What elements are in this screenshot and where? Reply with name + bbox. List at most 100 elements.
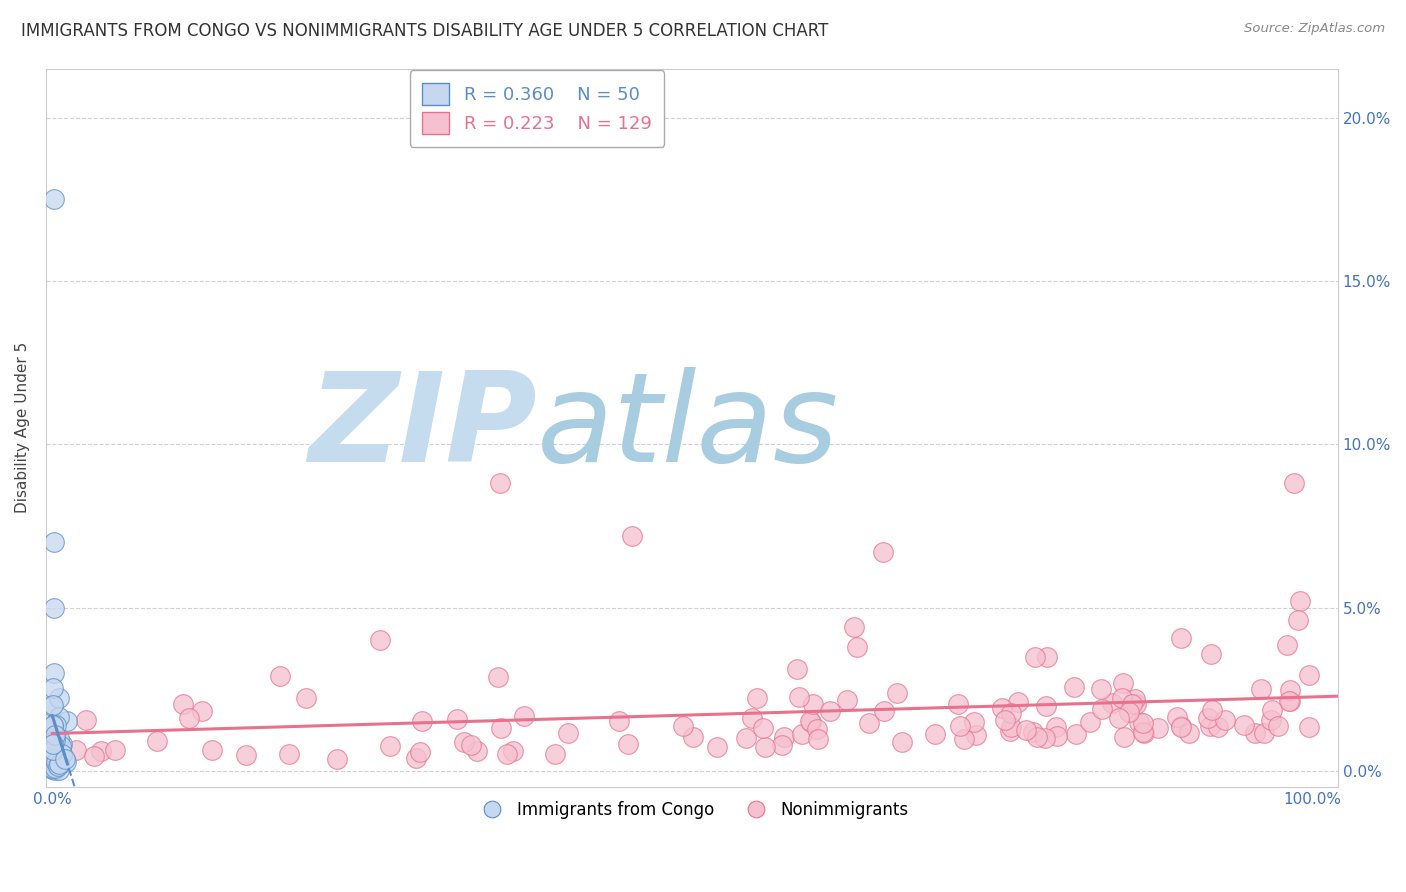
Point	[41, 719, 63, 733]
Point	[146, 733, 169, 747]
Point	[44, 761, 66, 775]
Point	[42, 743, 65, 757]
Point	[44, 756, 66, 771]
Point	[1147, 721, 1170, 735]
Point	[544, 747, 567, 761]
Point	[44, 733, 66, 747]
Point	[465, 744, 488, 758]
Point	[1132, 715, 1154, 730]
Point	[1170, 718, 1192, 732]
Point	[1166, 709, 1188, 723]
Point	[706, 739, 728, 754]
Point	[41, 699, 63, 714]
Point	[46, 750, 69, 764]
Point	[488, 476, 510, 491]
Point	[48, 756, 70, 771]
Point	[1118, 705, 1140, 719]
Point	[502, 744, 524, 758]
Point	[42, 535, 65, 549]
Point	[800, 715, 823, 730]
Point	[48, 709, 70, 723]
Point	[41, 752, 63, 766]
Point	[1114, 731, 1136, 745]
Text: IMMIGRANTS FROM CONGO VS NONIMMIGRANTS DISABILITY AGE UNDER 5 CORRELATION CHART: IMMIGRANTS FROM CONGO VS NONIMMIGRANTS D…	[21, 22, 828, 40]
Point	[177, 710, 200, 724]
Text: Source: ZipAtlas.com: Source: ZipAtlas.com	[1244, 22, 1385, 36]
Point	[48, 759, 70, 773]
Point	[44, 764, 66, 778]
Point	[835, 692, 858, 706]
Point	[607, 714, 630, 729]
Point	[44, 731, 66, 746]
Point	[49, 739, 72, 753]
Point	[1125, 697, 1147, 711]
Point	[858, 716, 880, 731]
Point	[799, 714, 821, 728]
Point	[42, 732, 65, 747]
Point	[325, 752, 347, 766]
Point	[42, 681, 65, 695]
Point	[1024, 650, 1046, 665]
Point	[886, 686, 908, 700]
Point	[991, 701, 1014, 715]
Point	[1121, 697, 1143, 711]
Point	[965, 728, 987, 742]
Point	[1197, 711, 1219, 725]
Point	[56, 714, 79, 728]
Point	[51, 747, 73, 762]
Point	[1045, 720, 1067, 734]
Point	[45, 718, 67, 732]
Point	[790, 726, 813, 740]
Point	[1178, 726, 1201, 740]
Point	[42, 192, 65, 206]
Point	[1112, 676, 1135, 690]
Point	[1201, 647, 1223, 661]
Point	[46, 737, 69, 751]
Point	[752, 721, 775, 735]
Point	[1066, 727, 1088, 741]
Point	[806, 722, 828, 736]
Point	[773, 731, 796, 745]
Point	[1022, 724, 1045, 739]
Point	[1007, 695, 1029, 709]
Point	[453, 735, 475, 749]
Point	[51, 738, 73, 752]
Y-axis label: Disability Age Under 5: Disability Age Under 5	[15, 343, 30, 514]
Point	[278, 747, 301, 762]
Point	[1244, 726, 1267, 740]
Point	[44, 759, 66, 773]
Point	[1035, 698, 1057, 713]
Point	[48, 763, 70, 777]
Point	[1277, 639, 1299, 653]
Point	[41, 731, 63, 745]
Point	[48, 731, 70, 745]
Point	[1090, 682, 1112, 697]
Point	[44, 759, 66, 773]
Point	[1298, 720, 1320, 734]
Point	[786, 662, 808, 676]
Point	[741, 710, 763, 724]
Point	[1170, 720, 1192, 734]
Point	[53, 752, 76, 766]
Point	[953, 732, 976, 747]
Point	[42, 737, 65, 751]
Point	[1091, 702, 1114, 716]
Point	[1206, 720, 1229, 734]
Point	[787, 690, 810, 705]
Point	[409, 745, 432, 759]
Point	[1260, 714, 1282, 728]
Point	[1278, 694, 1301, 708]
Point	[1026, 730, 1049, 744]
Point	[44, 757, 66, 772]
Point	[104, 743, 127, 757]
Point	[44, 728, 66, 742]
Point	[1233, 718, 1256, 732]
Legend: Immigrants from Congo, Nonimmigrants: Immigrants from Congo, Nonimmigrants	[468, 794, 915, 826]
Point	[1133, 726, 1156, 740]
Point	[172, 697, 194, 711]
Point	[295, 690, 318, 705]
Point	[75, 714, 97, 728]
Point	[801, 697, 824, 711]
Point	[42, 754, 65, 768]
Point	[1289, 594, 1312, 608]
